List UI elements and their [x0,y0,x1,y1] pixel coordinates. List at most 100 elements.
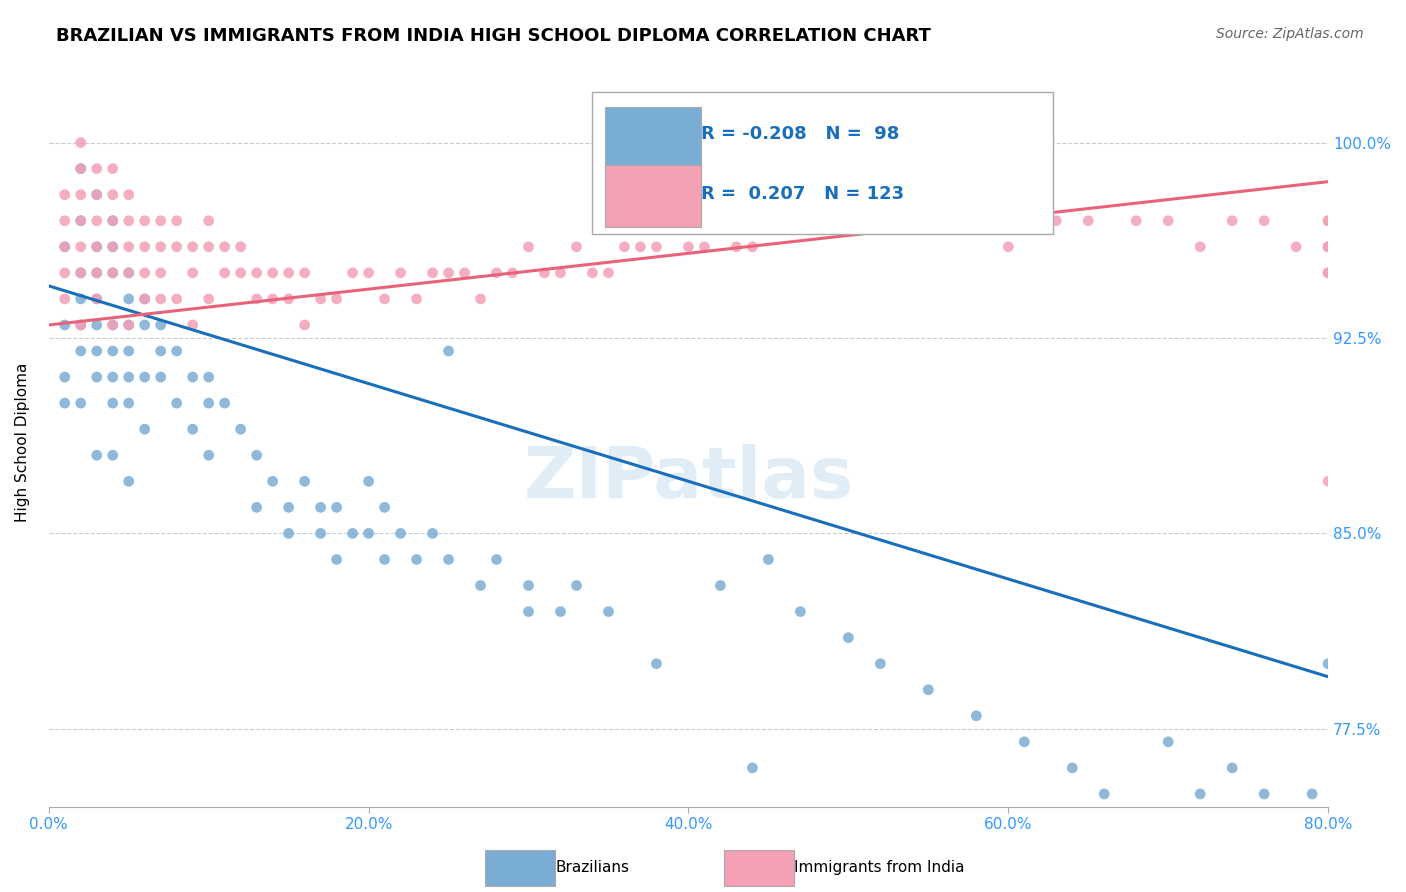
Point [166,240,188,254]
Point [645,657,668,671]
Point [294,475,316,489]
Point [917,682,939,697]
Point [821,213,844,227]
Point [262,475,284,489]
Point [581,266,603,280]
Point [678,240,700,254]
Point [325,292,347,306]
Point [485,266,508,280]
FancyBboxPatch shape [606,107,702,169]
Point [86,266,108,280]
Point [134,240,156,254]
Point [869,213,891,227]
Point [118,266,141,280]
Point [645,240,668,254]
Point [309,500,332,515]
Point [101,448,124,462]
Point [118,344,141,359]
Point [69,161,91,176]
Point [69,266,91,280]
Point [197,213,219,227]
Point [1317,475,1340,489]
Point [101,213,124,227]
Point [149,344,172,359]
Point [502,266,524,280]
Point [214,240,236,254]
Point [197,370,219,384]
Point [86,292,108,306]
Point [965,708,987,723]
Point [886,213,908,227]
Point [965,213,987,227]
Point [470,292,492,306]
Point [86,448,108,462]
Point [693,240,716,254]
Point [166,344,188,359]
Point [53,318,76,332]
Point [197,396,219,410]
Point [134,370,156,384]
Point [565,578,588,592]
Point [86,240,108,254]
Point [118,292,141,306]
Point [1253,787,1275,801]
Point [53,370,76,384]
Point [1062,761,1084,775]
Text: Immigrants from India: Immigrants from India [794,861,965,875]
Point [277,526,299,541]
Point [550,266,572,280]
Point [357,526,380,541]
Point [53,240,76,254]
Point [598,266,620,280]
Point [517,240,540,254]
Point [86,292,108,306]
Point [405,292,427,306]
Point [262,292,284,306]
Point [837,631,859,645]
Point [197,240,219,254]
Point [550,605,572,619]
Point [86,187,108,202]
Point [86,318,108,332]
Point [118,318,141,332]
Point [565,240,588,254]
Point [101,240,124,254]
Point [741,761,763,775]
Point [1317,813,1340,827]
Point [277,500,299,515]
Point [1285,240,1308,254]
Point [53,187,76,202]
Point [134,422,156,436]
Point [517,605,540,619]
Point [134,318,156,332]
Point [134,266,156,280]
Point [69,187,91,202]
Point [101,344,124,359]
Point [1220,761,1243,775]
Point [437,344,460,359]
Point [294,266,316,280]
Point [806,213,828,227]
Point [181,240,204,254]
Point [422,526,444,541]
Point [101,240,124,254]
Point [69,344,91,359]
Point [69,213,91,227]
Point [118,213,141,227]
Point [246,448,269,462]
Point [741,240,763,254]
Point [229,422,252,436]
Point [1317,240,1340,254]
FancyBboxPatch shape [606,165,702,227]
Point [325,500,347,515]
Point [101,318,124,332]
Point [197,292,219,306]
Point [485,552,508,566]
Point [374,552,396,566]
Point [773,213,796,227]
Point [1253,213,1275,227]
Point [1285,813,1308,827]
Point [229,240,252,254]
Point [1317,657,1340,671]
Point [69,318,91,332]
